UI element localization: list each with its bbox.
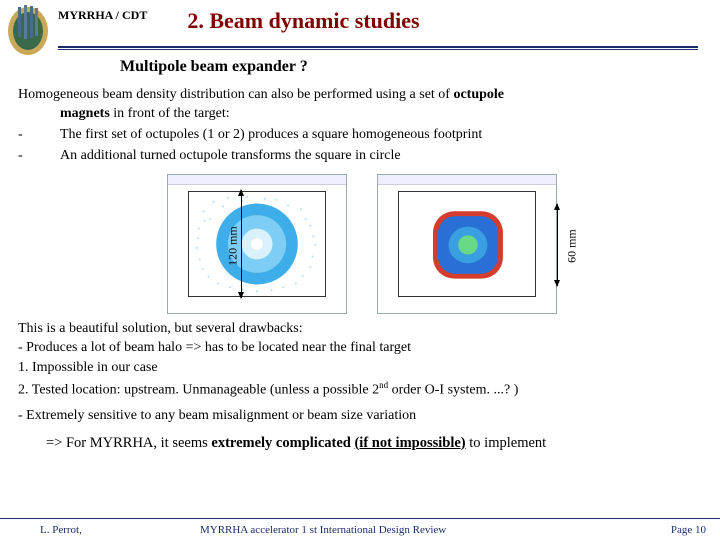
plot-right-dim-arrow (551, 204, 563, 286)
slide-title: 2. Beam dynamic studies (187, 8, 419, 34)
bullet-2: - An additional turned octupole transfor… (18, 147, 706, 166)
footer: L. Perrot, MYRRHA accelerator 1 st Inter… (0, 518, 720, 540)
conclusion: => For MYRRHA, it seems extremely compli… (46, 434, 706, 454)
conclusion-b: extremely complicated (211, 435, 354, 451)
plot-left-titlebar (168, 175, 346, 185)
drawbacks-p1: - Produces a lot of beam halo => has to … (18, 339, 706, 358)
bullet-dash: - (18, 126, 60, 145)
footer-page: Page 10 (671, 524, 706, 536)
bullet-1-text: The first set of octupoles (1 or 2) prod… (60, 126, 706, 145)
project-logo (4, 1, 52, 57)
intro-paragraph: Homogeneous beam density distribution ca… (18, 86, 706, 124)
drawbacks-p1a: 1. Impossible in our case (18, 359, 706, 378)
plot-left-dim-label: 120 mm (225, 226, 241, 266)
drawbacks-lead: This is a beautiful solution, but severa… (18, 320, 706, 339)
conclusion-c: (if not impossible) (354, 435, 465, 451)
bullet-dash: - (18, 147, 60, 166)
drawbacks-p1b-a: 2. Tested location: upstream. Unmanageab… (18, 383, 379, 398)
bullet-1: - The first set of octupoles (1 or 2) pr… (18, 126, 706, 145)
plot-left-axes (188, 191, 326, 297)
drawbacks-p1b-b: order O-I system. ...? ) (388, 383, 518, 398)
intro-text-2: in front of the target: (110, 106, 230, 121)
header: MYRRHA / CDT 2. Beam dynamic studies (0, 0, 720, 44)
conclusion-d: to implement (466, 435, 547, 451)
plot-left-wrap: 120 mm (167, 174, 347, 314)
plot-right-dim-label: 60 mm (564, 229, 580, 263)
slide-subtitle: Multipole beam expander ? (120, 58, 720, 76)
plot-left (167, 174, 347, 314)
plot-right-axes (398, 191, 536, 297)
body: Homogeneous beam density distribution ca… (0, 86, 720, 453)
intro-bold-2: magnets (60, 106, 110, 121)
plots-row: 120 mm 60 mm (18, 174, 706, 314)
drawbacks-p1b-sup: nd (379, 380, 388, 390)
conclusion-a: => For MYRRHA, it seems (46, 435, 211, 451)
header-rule-thick (58, 46, 698, 48)
footer-author: L. Perrot, (40, 524, 190, 536)
header-rule-thin (58, 49, 698, 50)
intro-text-1: Homogeneous beam density distribution ca… (18, 87, 453, 102)
drawbacks-p1b: 2. Tested location: upstream. Unmanageab… (18, 379, 706, 401)
footer-event: MYRRHA accelerator 1 st International De… (200, 524, 671, 536)
drawbacks-p2: - Extremely sensitive to any beam misali… (18, 407, 706, 426)
project-code: MYRRHA / CDT (58, 8, 147, 23)
drawbacks-block: This is a beautiful solution, but severa… (18, 320, 706, 426)
intro-bold-1: octupole (453, 87, 504, 102)
bullet-2-text: An additional turned octupole transforms… (60, 147, 706, 166)
plot-right (377, 174, 557, 314)
plot-right-titlebar (378, 175, 556, 185)
plot-right-wrap: 60 mm (377, 174, 557, 314)
